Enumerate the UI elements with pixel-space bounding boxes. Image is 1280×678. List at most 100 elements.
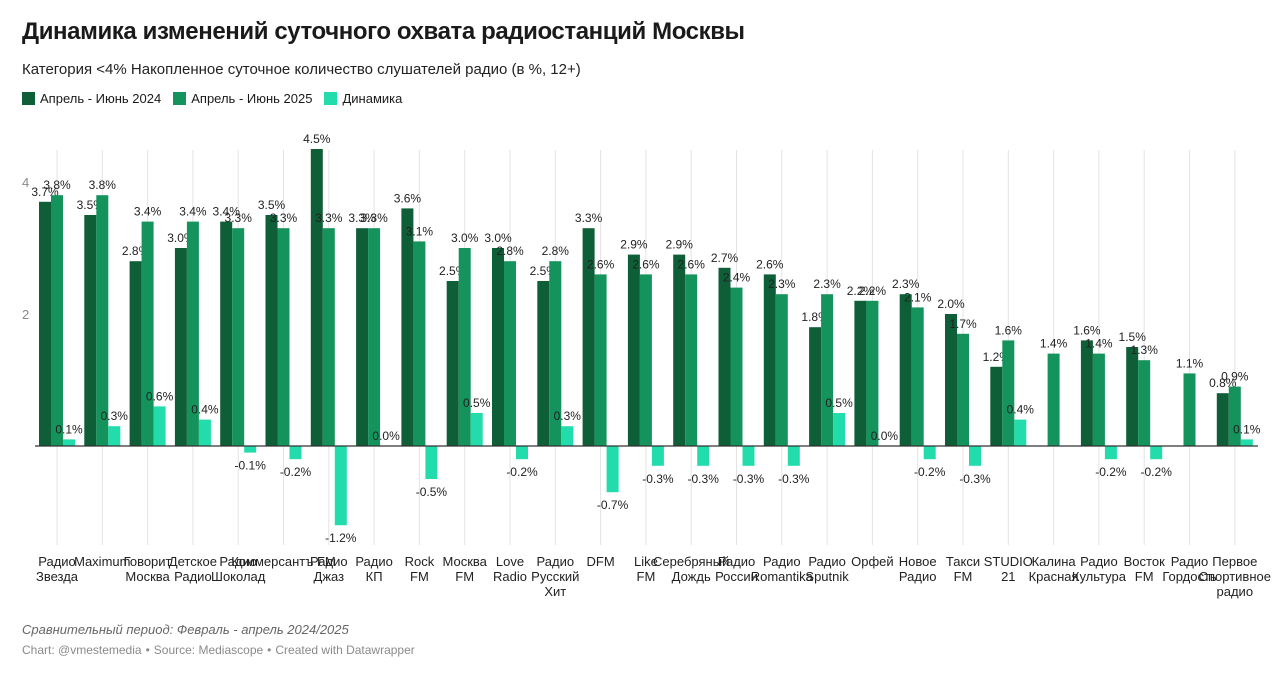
data-label-2025: 2.6% (632, 257, 660, 271)
data-label-2024: 2.0% (937, 297, 965, 311)
x-tick-label: Радио Romantika (751, 554, 814, 584)
bar-2025 (685, 274, 698, 446)
chart-subtitle: Категория <4% Накопленное суточное колич… (22, 61, 581, 78)
x-tick-label-line: Орфей (851, 554, 894, 569)
bar-2025 (96, 195, 109, 446)
x-tick-label: Радио Джаз (310, 554, 348, 584)
chart-title: Динамика изменений суточного охвата ради… (22, 18, 745, 45)
bar-2025 (1002, 340, 1015, 446)
x-tick-label-line: Romantika (751, 569, 814, 584)
x-tick-label: Радио Sputnik (805, 554, 849, 584)
x-tick-label-line: FM (954, 569, 973, 584)
x-tick-label-line: Детское (169, 554, 217, 569)
bar-2024 (990, 366, 1003, 446)
data-label-change: -0.2% (280, 465, 312, 479)
x-tick-label: Радио России (715, 554, 758, 584)
data-label-2025: 1.4% (1040, 337, 1068, 351)
bar-2025 (639, 274, 652, 446)
legend-label-2025: Апрель - Июнь 2025 (191, 91, 313, 106)
data-label-2025: 0.9% (1221, 370, 1249, 384)
x-tick-label-line: Love (496, 554, 524, 569)
data-label-change: 0.6% (146, 389, 174, 403)
bar-change (1240, 439, 1253, 446)
bar-2025 (1092, 353, 1105, 446)
x-tick-label-line: Радио (219, 554, 257, 569)
footer-separator: • (145, 643, 150, 657)
x-tick-label: Новое Радио (899, 554, 937, 584)
bar-2025 (368, 228, 381, 446)
x-tick-label: DFM (587, 554, 615, 569)
bar-change (833, 413, 846, 446)
bar-2024 (809, 327, 822, 446)
bar-2025 (549, 261, 562, 446)
bar-2025 (1047, 353, 1060, 446)
data-label-2024: 1.6% (1073, 323, 1101, 337)
data-label-2025: 2.6% (587, 257, 615, 271)
data-label-change: 0.5% (825, 396, 853, 410)
bar-2025 (413, 241, 426, 446)
legend-label-2024: Апрель - Июнь 2024 (40, 91, 162, 106)
x-tick-label: Восток FM (1124, 554, 1165, 584)
data-label-change: -1.2% (325, 531, 357, 545)
legend-swatch-2024 (22, 92, 35, 105)
bar-2025 (1228, 386, 1241, 446)
data-label-change: -0.3% (733, 472, 765, 486)
bar-2024 (220, 221, 233, 446)
data-label-2025: 1.4% (1085, 337, 1113, 351)
data-label-2025: 2.3% (768, 277, 796, 291)
x-tick-label-line: России (715, 569, 758, 584)
data-label-2024: 1.5% (1119, 330, 1147, 344)
data-label-2024: 2.3% (892, 277, 920, 291)
data-label-2024: 2.6% (756, 257, 784, 271)
data-label-2024: 2.9% (666, 238, 694, 252)
data-label-change: 0.0% (372, 429, 400, 443)
data-label-2025: 3.3% (225, 211, 253, 225)
data-label-2025: 3.4% (179, 205, 207, 219)
data-label-change: -0.3% (688, 472, 720, 486)
bar-2024 (1080, 340, 1093, 446)
bar-change (425, 446, 438, 479)
data-label-change: 0.5% (463, 396, 491, 410)
bar-change (108, 426, 121, 446)
x-tick-label-line: Radio (493, 569, 527, 584)
data-label-2025: 2.4% (723, 271, 751, 285)
bar-2024 (899, 294, 912, 446)
x-tick-label: Детское Радио (169, 554, 217, 584)
x-tick-label: Серебряный Дождь (653, 554, 729, 584)
legend-swatch-change (324, 92, 338, 105)
x-tick-label-line: Звезда (36, 569, 79, 584)
x-tick-label-line: Хит (544, 584, 566, 599)
data-label-2025: 2.8% (542, 244, 570, 258)
data-label-change: -0.2% (506, 465, 538, 479)
x-tick-label: Радио Гордость (1162, 554, 1217, 584)
bar-2025 (594, 274, 607, 446)
footer-created-with: Created with Datawrapper (275, 643, 415, 657)
data-label-2025: 1.6% (995, 323, 1023, 337)
x-tick-label: Love Radio (493, 554, 527, 584)
x-tick-label-line: Шоколад (211, 569, 266, 584)
x-tick-label: Rock FM (405, 554, 435, 584)
data-label-change: -0.3% (778, 472, 810, 486)
bar-change (969, 446, 981, 466)
x-tick-label: Радио Звезда (36, 554, 79, 584)
data-label-2024: 3.3% (575, 211, 603, 225)
data-label-2025: 3.4% (134, 205, 162, 219)
bar-change (787, 446, 800, 466)
bar-2024 (537, 281, 550, 446)
bar-2025 (232, 228, 245, 446)
bar-2024 (265, 215, 278, 446)
bar-2024 (310, 149, 323, 446)
bar-2024 (129, 261, 142, 446)
bar-change (289, 446, 302, 460)
bar-2025 (1138, 360, 1151, 446)
legend-item-2025: Апрель - Июнь 2025 (173, 91, 312, 106)
bar-2024 (84, 215, 97, 446)
x-tick-label: Maximum (74, 554, 130, 569)
x-tick-label-line: FM (1135, 569, 1154, 584)
x-tick-label: Москва FM (443, 554, 488, 584)
x-tick-label-line: Радио (174, 569, 212, 584)
legend-item-change: Динамика (324, 91, 402, 106)
bar-2024 (1216, 393, 1229, 446)
bar-change (63, 439, 75, 446)
bar-2025 (141, 221, 154, 446)
